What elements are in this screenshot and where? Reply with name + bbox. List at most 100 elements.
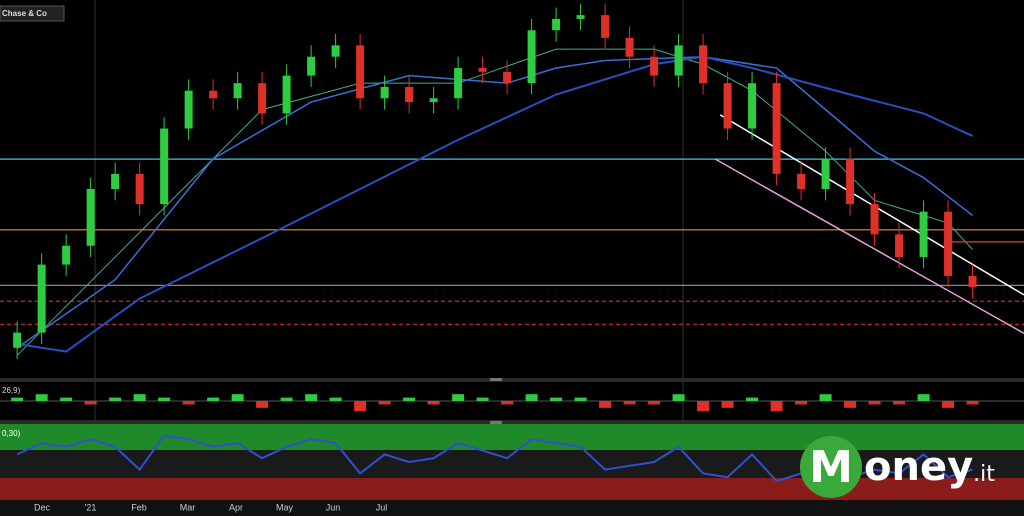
candle-body: [86, 189, 95, 246]
macd-bar: [550, 397, 563, 401]
macd-bar: [795, 401, 808, 405]
candle-body: [895, 234, 904, 258]
candle-body: [944, 211, 953, 276]
candle-body: [282, 75, 291, 114]
candle-body: [160, 128, 169, 205]
macd-bar: [672, 394, 685, 401]
separator: [0, 378, 1024, 382]
candle-body: [919, 211, 928, 258]
macd-bar: [280, 397, 293, 401]
candle-body: [356, 45, 365, 99]
separator: [0, 420, 1024, 424]
candle-body: [429, 98, 438, 103]
macd-bar: [917, 394, 930, 401]
resize-handle[interactable]: [490, 421, 502, 424]
x-tick-label: Jul: [376, 502, 388, 512]
macd-bar: [697, 401, 710, 412]
macd-bar: [770, 401, 783, 412]
candle-body: [699, 45, 708, 84]
moving-average: [16, 55, 974, 349]
candle-body: [674, 45, 683, 76]
macd-bar: [84, 401, 97, 405]
candle-body: [184, 90, 193, 129]
macd-bar: [819, 394, 832, 401]
x-axis: [0, 500, 1024, 516]
x-tick-label: Mar: [180, 502, 196, 512]
trend-line: [714, 158, 1024, 335]
candle-body: [478, 68, 487, 72]
logo: M oney .it: [800, 432, 1000, 502]
macd-bar: [893, 401, 906, 405]
candle-body: [870, 204, 879, 235]
candle-body: [576, 15, 585, 19]
macd-bar: [452, 394, 465, 401]
macd-bar: [231, 394, 244, 401]
candle-body: [37, 264, 46, 333]
candle-body: [209, 90, 218, 99]
candle-body: [258, 83, 267, 114]
moving-average: [16, 55, 973, 353]
macd-bar: [35, 394, 48, 401]
candle-body: [503, 71, 512, 84]
macd-bar: [525, 394, 538, 401]
macd-bar: [133, 394, 146, 401]
candle-body: [135, 173, 144, 205]
macd-bar: [109, 397, 122, 401]
macd-bar: [868, 401, 881, 405]
instrument-tag: [0, 5, 65, 22]
candle-body: [821, 158, 830, 189]
rsi-lower-band: [0, 478, 1024, 500]
macd-bar: [60, 397, 73, 401]
candle-body: [601, 15, 610, 38]
candle-body: [846, 158, 855, 205]
candle-body: [380, 86, 389, 99]
candle-body: [331, 45, 340, 57]
candle-body: [650, 56, 659, 76]
macd-bar: [721, 401, 734, 408]
candle-body: [968, 275, 977, 288]
x-tick-label: Feb: [131, 502, 147, 512]
macd-bar: [403, 397, 416, 401]
candle-body: [552, 18, 561, 31]
macd-bar: [476, 397, 489, 401]
candle-body: [307, 56, 316, 76]
candle-body: [454, 68, 463, 99]
macd-bar: [256, 401, 269, 408]
macd-bar: [305, 394, 318, 401]
macd-bar: [329, 397, 342, 401]
macd-bar: [11, 397, 24, 401]
candle-body: [772, 83, 781, 174]
x-tick-label: Dec: [34, 502, 51, 512]
candle-body: [233, 83, 242, 99]
resize-handle[interactable]: [490, 378, 502, 381]
candle-body: [527, 30, 536, 84]
macd-bar: [599, 401, 612, 408]
macd-bar: [746, 397, 759, 401]
instrument-name: Chase & Co: [2, 9, 47, 18]
macd-bar: [182, 401, 195, 405]
macd-bar: [942, 401, 955, 408]
macd-label: 26,9): [2, 386, 21, 395]
candle-body: [13, 332, 22, 348]
candle-body: [625, 37, 634, 57]
x-tick-label: Apr: [229, 502, 243, 512]
x-tick-label: Jun: [326, 502, 341, 512]
main-panel: [0, 0, 1024, 378]
x-tick-label: May: [276, 502, 294, 512]
candle-body: [748, 83, 757, 129]
macd-bar: [623, 401, 636, 405]
logo-initial: M: [800, 436, 862, 498]
macd-bar: [427, 401, 440, 405]
rsi-label: 0,30): [2, 429, 21, 438]
macd-bar: [378, 401, 391, 405]
candle-body: [723, 83, 732, 129]
logo-suffix: .it: [973, 461, 995, 487]
macd-bar: [354, 401, 367, 412]
candle-body: [111, 173, 120, 189]
logo-word: oney: [864, 444, 974, 490]
candle-body: [405, 86, 414, 103]
macd-bar: [574, 397, 587, 401]
macd-bar: [648, 401, 661, 405]
